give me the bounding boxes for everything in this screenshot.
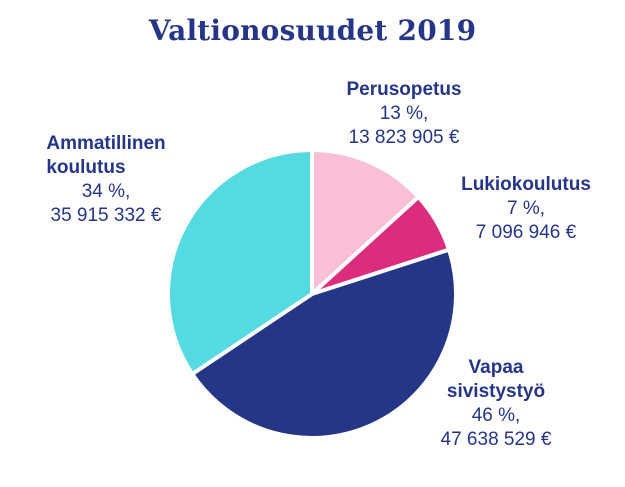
slice-vapaa-sivistystyo	[190, 247, 458, 440]
label-vapaa-sivistystyo-percent: 46 %,	[471, 405, 521, 426]
label-vapaa-sivistystyo: Vapaa sivistystyö 46 %, 47 638 529 €	[441, 356, 552, 452]
label-perusopetus-value: 13 823 905 €	[348, 127, 460, 148]
slice-perusopetus	[310, 148, 421, 296]
label-ammatillinen-koulutus-value: 35 915 332 €	[50, 205, 162, 226]
label-ammatillinen-koulutus-name-line2: koulutus	[46, 157, 126, 178]
label-ammatillinen-koulutus: Ammatillinen koulutus 34 %, 35 915 332 €	[46, 132, 165, 228]
label-perusopetus-percent: 13 %,	[379, 103, 429, 124]
label-vapaa-sivistystyo-value: 47 638 529 €	[440, 429, 552, 450]
label-ammatillinen-koulutus-percent: 34 %,	[81, 181, 131, 202]
label-vapaa-sivistystyo-name-line2: sivistystyö	[446, 381, 546, 402]
chart-title: Valtionosuudet 2019	[148, 14, 477, 47]
label-vapaa-sivistystyo-name-line1: Vapaa	[468, 357, 524, 378]
label-lukiokoulutus: Lukiokoulutus 7 %, 7 096 946 €	[461, 173, 591, 245]
label-lukiokoulutus-percent: 7 %,	[506, 198, 546, 219]
slice-ammatillinen-koulutus	[166, 148, 314, 377]
label-perusopetus-name: Perusopetus	[346, 79, 462, 100]
label-ammatillinen-koulutus-name-line1: Ammatillinen	[46, 133, 166, 154]
label-perusopetus: Perusopetus 13 %, 13 823 905 €	[346, 78, 461, 150]
label-lukiokoulutus-name: Lukiokoulutus	[461, 174, 591, 195]
label-lukiokoulutus-value: 7 096 946 €	[475, 222, 577, 243]
